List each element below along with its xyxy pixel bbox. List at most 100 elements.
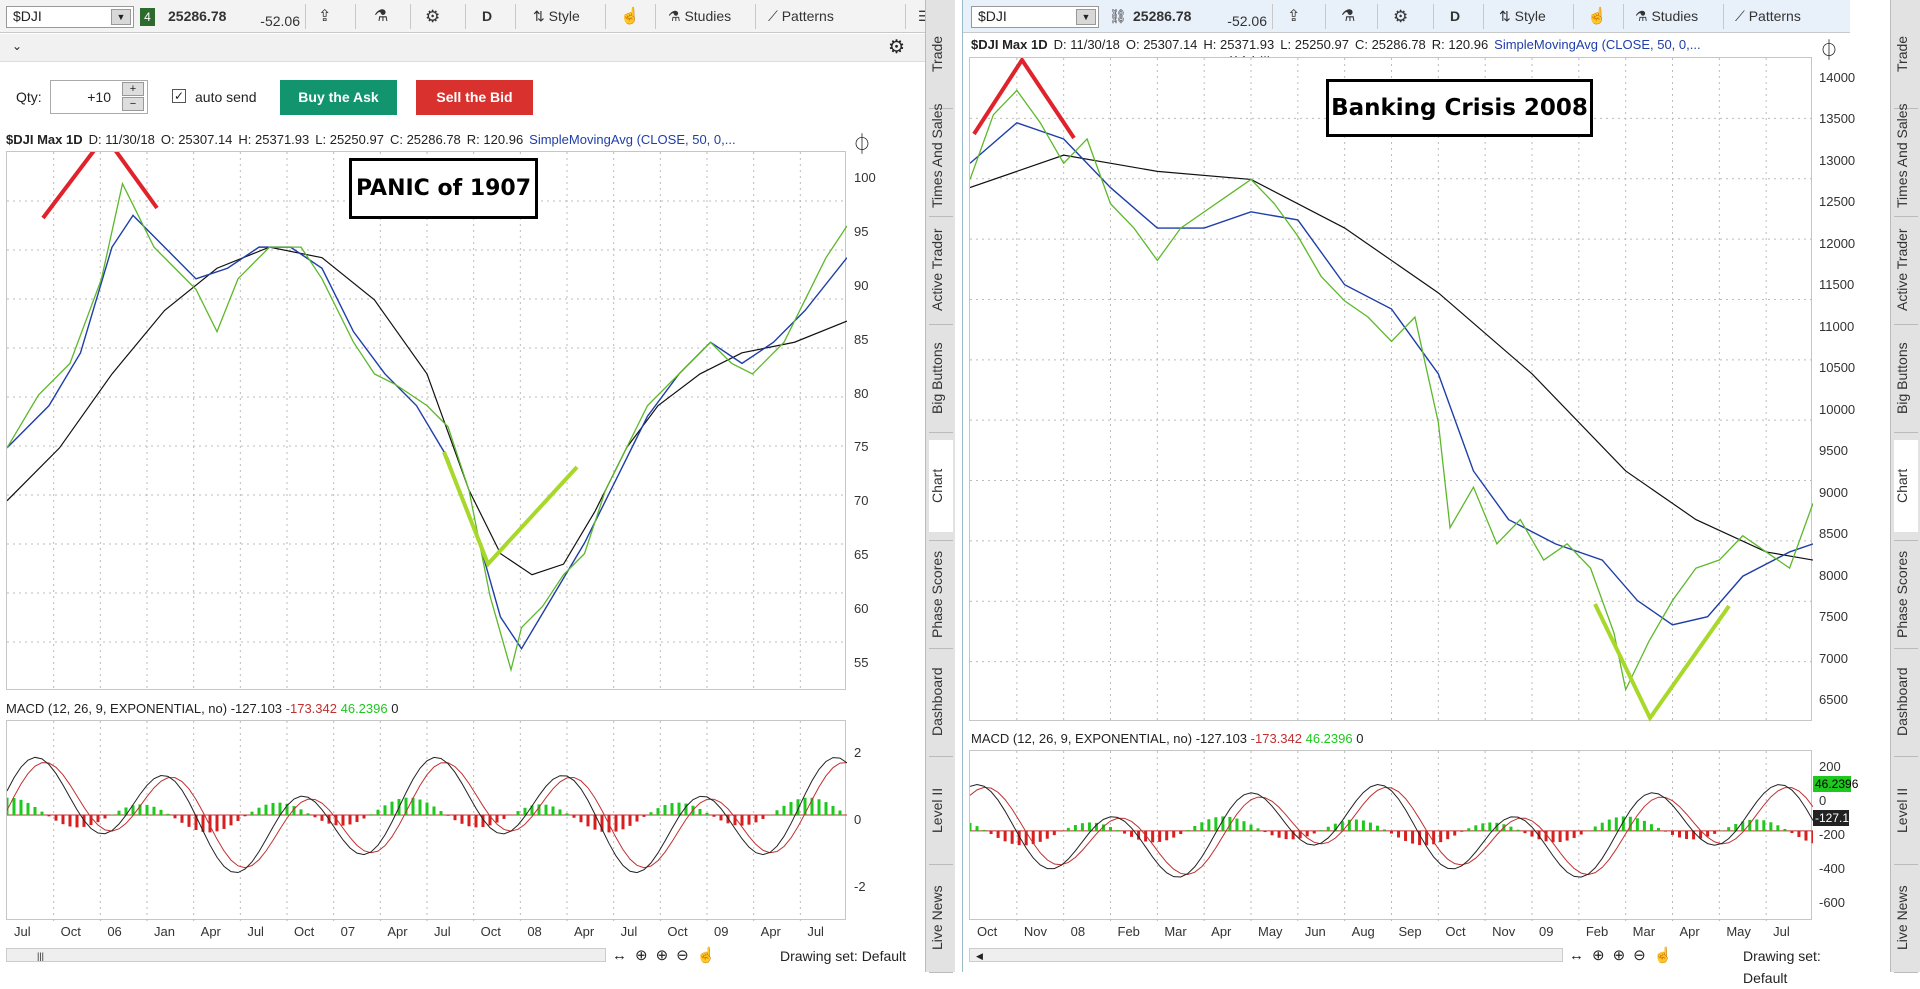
aggregation-button[interactable]: D bbox=[1450, 0, 1460, 33]
link-icon[interactable]: ⛓ bbox=[1109, 0, 1127, 33]
gear-icon[interactable]: ⚙ bbox=[1393, 0, 1408, 33]
qty-decrement[interactable]: − bbox=[122, 97, 144, 111]
macd-histogram-bar bbox=[1313, 831, 1316, 834]
buy-ask-button[interactable]: Buy the Ask bbox=[280, 80, 397, 115]
studies-menu[interactable]: ⚗ Studies bbox=[668, 0, 731, 33]
flask-icon[interactable]: ⚗ bbox=[374, 0, 388, 33]
macd-histogram-bar bbox=[1685, 831, 1688, 839]
axis-tick-label: 7000 bbox=[1819, 651, 1848, 666]
side-tab[interactable]: Level II bbox=[929, 764, 953, 856]
side-tab[interactable]: Times And Sales bbox=[1894, 116, 1918, 208]
patterns-icon: ⟋ bbox=[1735, 8, 1749, 24]
time-tick-label: Jun bbox=[1305, 924, 1326, 939]
macd-histogram-bar bbox=[1278, 831, 1281, 838]
macd-histogram-bar bbox=[1235, 819, 1238, 831]
chevron-down-icon[interactable]: ▼ bbox=[1076, 9, 1096, 25]
macd-histogram-bar bbox=[1453, 831, 1456, 836]
side-tab[interactable]: Chart bbox=[1894, 440, 1918, 532]
aggregation-button[interactable]: D bbox=[482, 0, 492, 33]
style-icon: ⇅ bbox=[533, 8, 549, 24]
macd-histogram-bar bbox=[1074, 825, 1077, 831]
horizontal-scrollbar[interactable]: ||| bbox=[6, 948, 606, 962]
macd-plot[interactable] bbox=[6, 720, 846, 920]
macd-histogram-bar bbox=[545, 805, 548, 815]
side-tab[interactable]: Chart bbox=[929, 440, 953, 532]
side-tab[interactable]: Big Buttons bbox=[929, 332, 953, 424]
axis-tick-label: -600 bbox=[1819, 895, 1845, 910]
price-plot[interactable] bbox=[969, 57, 1812, 721]
cursor-hand-icon[interactable]: ☝ bbox=[1587, 0, 1607, 33]
chart-annotation[interactable]: Banking Crisis 2008 bbox=[1326, 79, 1593, 137]
hand-icon: ☝ bbox=[697, 947, 724, 964]
macd-histogram-bar bbox=[62, 815, 65, 824]
link-badge[interactable]: 4 bbox=[140, 8, 155, 26]
sma-50-line bbox=[7, 215, 847, 648]
macd-histogram-bar bbox=[146, 805, 149, 815]
macd-histogram-bar bbox=[1123, 831, 1126, 834]
symbol-selector[interactable]: $DJI▼ bbox=[6, 6, 134, 28]
macd-plot[interactable] bbox=[969, 750, 1812, 920]
side-tab[interactable]: Phase Scores bbox=[929, 548, 953, 640]
tab-divider bbox=[929, 648, 953, 649]
gear-icon[interactable]: ⚙ bbox=[888, 36, 905, 59]
zoom-tools[interactable]: ↔⊕⊕⊖☝ bbox=[612, 945, 723, 967]
macd-histogram-bar bbox=[1776, 825, 1779, 831]
macd-histogram-bar bbox=[976, 826, 979, 831]
macd-histogram-bar bbox=[69, 815, 72, 826]
macd-histogram-bar bbox=[167, 814, 170, 815]
macd-histogram-bar bbox=[1769, 822, 1772, 831]
drawing-set-label[interactable]: Drawing set: Default bbox=[1743, 945, 1850, 967]
macd-histogram-bar bbox=[34, 807, 37, 815]
macd-histogram-bar bbox=[1601, 823, 1604, 831]
style-menu[interactable]: ⇅ Style bbox=[1499, 0, 1546, 33]
side-tab[interactable]: Active Trader bbox=[929, 224, 953, 316]
macd-histogram-bar bbox=[97, 815, 100, 822]
side-tab[interactable]: Dashboard bbox=[929, 656, 953, 748]
macd-histogram-bar bbox=[762, 815, 765, 819]
macd-histogram-bar bbox=[1474, 825, 1477, 831]
chevron-down-icon[interactable]: ⌄ bbox=[12, 39, 22, 53]
auto-send-checkbox[interactable]: ✓ bbox=[172, 89, 186, 103]
side-tab[interactable]: Trade bbox=[929, 8, 953, 100]
side-tab[interactable]: Phase Scores bbox=[1894, 548, 1918, 640]
studies-menu[interactable]: ⚗ Studies bbox=[1635, 0, 1698, 33]
time-tick-label: Mar bbox=[1164, 924, 1186, 939]
side-tab[interactable]: Dashboard bbox=[1894, 656, 1918, 748]
style-menu[interactable]: ⇅ Style bbox=[533, 0, 580, 33]
chevron-down-icon[interactable]: ▼ bbox=[111, 9, 131, 25]
patterns-menu[interactable]: ⟋ Patterns bbox=[768, 0, 834, 33]
side-tab[interactable]: Live News bbox=[1894, 872, 1918, 964]
macd-histogram-bar bbox=[1657, 828, 1660, 831]
gear-icon[interactable]: ⚙ bbox=[425, 0, 440, 33]
patterns-menu[interactable]: ⟋ Patterns bbox=[1735, 0, 1801, 33]
macd-histogram-bar bbox=[188, 815, 191, 827]
symbol-selector[interactable]: $DJI▼ bbox=[971, 6, 1099, 28]
share-icon[interactable]: ⇪ bbox=[1287, 0, 1300, 33]
horizontal-scrollbar[interactable]: ◀ bbox=[969, 948, 1563, 962]
sell-bid-button[interactable]: Sell the Bid bbox=[416, 80, 533, 115]
side-tab[interactable]: Trade bbox=[1894, 8, 1918, 100]
cursor-hand-icon[interactable]: ☝ bbox=[620, 0, 640, 33]
time-tick-label: Jan bbox=[154, 924, 175, 939]
macd-histogram-bar bbox=[1067, 828, 1070, 831]
macd-histogram-bar bbox=[1411, 831, 1414, 844]
side-tab[interactable]: Active Trader bbox=[1894, 224, 1918, 316]
macd-header: MACD (12, 26, 9, EXPONENTIAL, no) -127.1… bbox=[971, 728, 1363, 750]
zoom-tools[interactable]: ↔⊕⊕⊖☝ bbox=[1569, 945, 1680, 967]
drawing-set-label[interactable]: Drawing set: Default bbox=[780, 945, 906, 967]
qty-increment[interactable]: + bbox=[122, 82, 144, 96]
flask-icon[interactable]: ⚗ bbox=[1341, 0, 1355, 33]
share-icon[interactable]: ⇪ bbox=[318, 0, 331, 33]
side-tab[interactable]: Big Buttons bbox=[1894, 332, 1918, 424]
macd-histogram-bar bbox=[1488, 822, 1491, 830]
macd-histogram-bar bbox=[237, 815, 240, 821]
price-plot[interactable] bbox=[6, 151, 846, 690]
side-tab[interactable]: Live News bbox=[929, 872, 953, 964]
macd-histogram-bar bbox=[990, 831, 993, 834]
macd-histogram-bar bbox=[1608, 820, 1611, 831]
chart-annotation[interactable]: PANIC of 1907 bbox=[349, 158, 538, 219]
side-tab[interactable]: Level II bbox=[1894, 764, 1918, 856]
macd-histogram-bar bbox=[622, 815, 625, 829]
trough-marker bbox=[1595, 604, 1729, 718]
side-tab[interactable]: Times And Sales bbox=[929, 116, 953, 208]
